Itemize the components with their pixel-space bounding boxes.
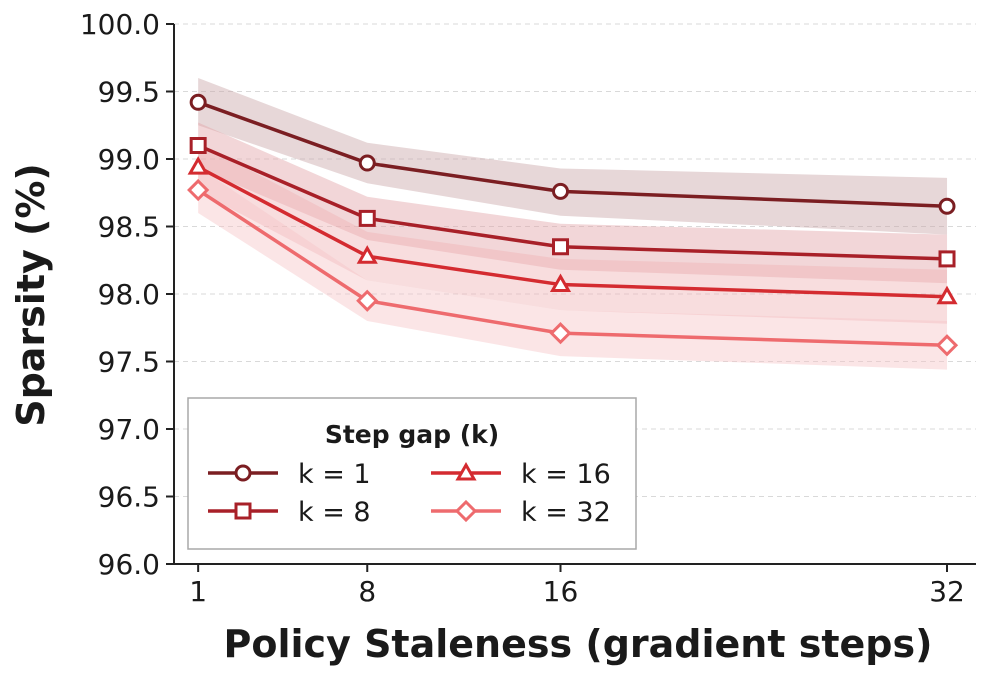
point-k-8 (189, 137, 207, 154)
point-k-8 (552, 238, 570, 256)
band-k-1 (198, 78, 948, 235)
legend: Step gap (k) k = 1 k = 8 k = 16 k = 32 (187, 397, 637, 550)
point-k-1 (938, 197, 956, 215)
legend-label: k = 32 (521, 497, 611, 528)
legend-item-k-1: k = 1 (208, 459, 371, 490)
point-k-16 (356, 245, 378, 264)
legend-item-k-32: k = 32 (431, 497, 611, 528)
point-k-8 (358, 209, 376, 227)
point-k-16 (187, 156, 209, 175)
band-k-8 (198, 122, 948, 284)
line-k-1 (197, 100, 948, 208)
line-k-16 (197, 165, 948, 299)
y-tick-label: 98.0 (98, 278, 160, 311)
point-k-1 (358, 154, 376, 172)
point-k-32 (935, 334, 959, 357)
y-axis-title: Sparsity (%) (9, 163, 53, 427)
y-tick-label: 100.0 (80, 8, 160, 41)
legend-label: k = 1 (298, 459, 371, 490)
series-markers (187, 93, 959, 357)
line-k-32 (197, 188, 948, 348)
x-axis-ticks: 1 8 16 32 (189, 564, 965, 608)
y-tick-label: 96.0 (98, 548, 160, 581)
y-tick-label: 99.5 (98, 76, 160, 109)
point-k-16 (936, 285, 958, 305)
point-k-32 (187, 178, 210, 202)
series-lines (197, 100, 948, 348)
x-axis-title: Policy Staleness (gradient steps) (224, 622, 933, 666)
legend-marker (234, 502, 252, 520)
point-k-1 (552, 182, 570, 200)
y-tick-label: 97.5 (98, 346, 160, 379)
legend-title: Step gap (k) (325, 420, 499, 449)
confidence-bands (198, 78, 948, 370)
legend-label: k = 8 (298, 497, 371, 528)
y-axis-ticks: 96.0 96.5 97.0 97.5 98.0 98.5 99.0 99.5 100.0 (80, 8, 174, 581)
line-k-8 (197, 143, 948, 261)
x-tick-label: 16 (543, 575, 579, 608)
point-k-8 (938, 250, 956, 268)
x-tick-label: 1 (189, 575, 207, 608)
band-k-32 (198, 167, 948, 370)
band-k-16 (198, 142, 948, 324)
legend-marker (234, 464, 252, 482)
point-k-1 (189, 93, 207, 111)
legend-marker (454, 499, 478, 523)
legend-label: k = 16 (521, 459, 611, 490)
x-tick-label: 8 (358, 575, 376, 608)
y-tick-label: 97.0 (98, 413, 160, 446)
point-k-16 (549, 273, 572, 293)
point-k-32 (549, 322, 572, 345)
legend-item-k-16: k = 16 (431, 459, 611, 490)
legend-item-k-8: k = 8 (208, 497, 371, 528)
y-tick-label: 98.5 (98, 211, 160, 244)
y-tick-label: 99.0 (98, 143, 160, 176)
legend-items: k = 1 k = 8 k = 16 k = 32 (208, 459, 611, 528)
y-tick-label: 96.5 (98, 481, 160, 514)
point-k-32 (356, 289, 379, 312)
x-tick-label: 32 (929, 575, 965, 608)
legend-marker (455, 461, 477, 481)
